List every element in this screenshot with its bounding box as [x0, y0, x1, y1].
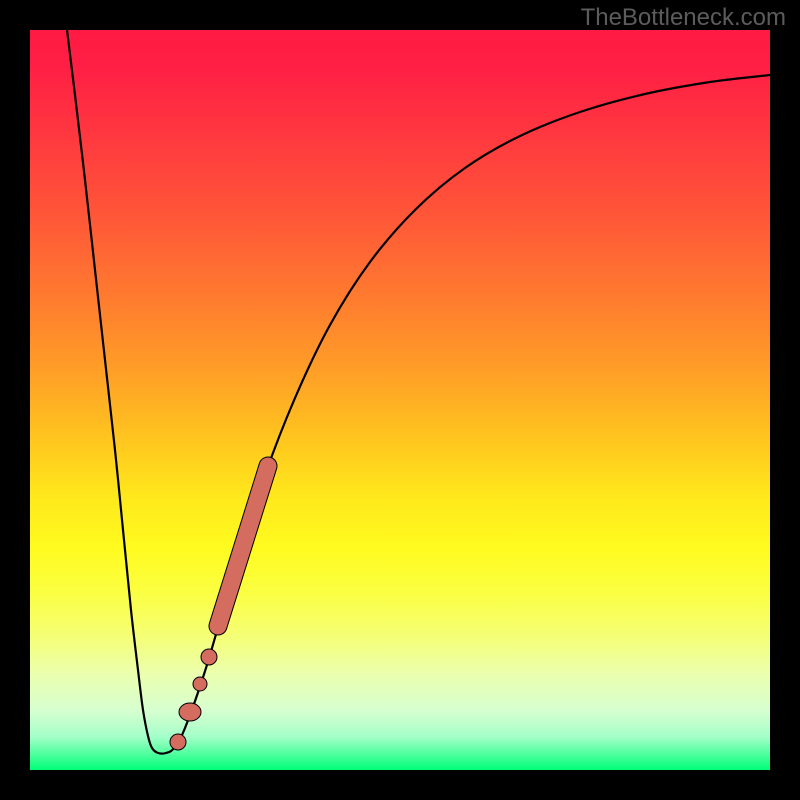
- bottleneck-chart: [0, 0, 800, 800]
- chart-container: TheBottleneck.com: [0, 0, 800, 800]
- plot-background: [30, 30, 770, 770]
- marker-dot: [179, 703, 201, 721]
- marker-dot: [201, 649, 217, 665]
- marker-dot: [193, 677, 207, 691]
- watermark-text: TheBottleneck.com: [581, 4, 786, 32]
- marker-dot: [170, 734, 186, 750]
